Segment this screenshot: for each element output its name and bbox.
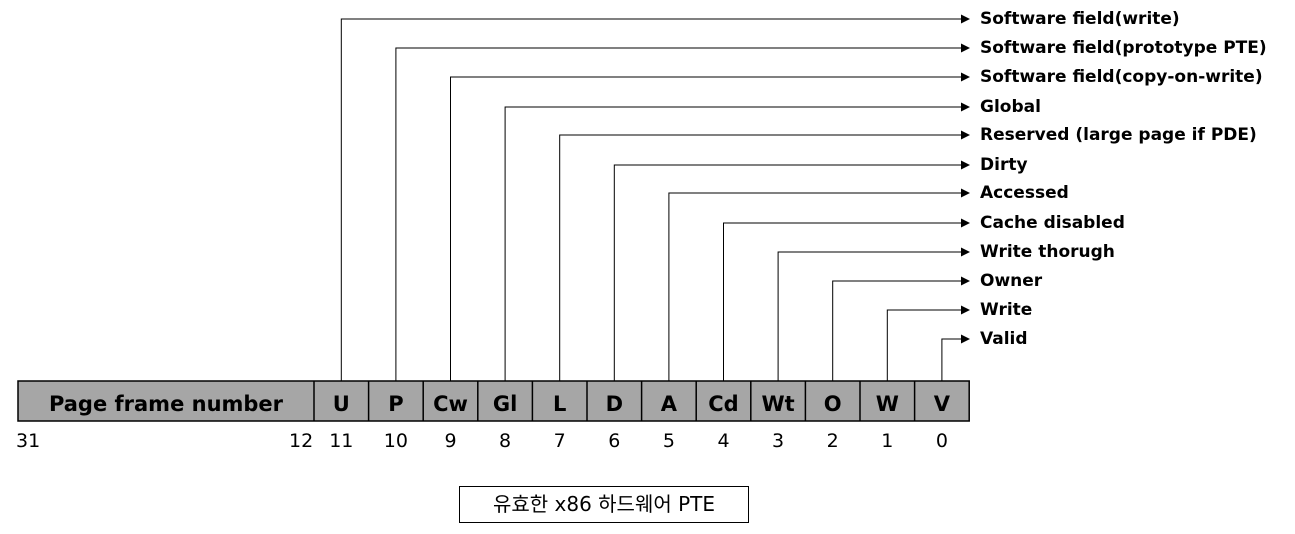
flag-desc-cw: Software field(copy-on-write) xyxy=(980,67,1263,87)
flag-desc-d: Dirty xyxy=(980,155,1028,175)
flag-bit-cw: 9 xyxy=(444,430,457,452)
connector-l xyxy=(559,134,962,381)
flag-abbr-v: V xyxy=(933,392,951,416)
flag-bit-v: 0 xyxy=(935,430,948,452)
flag-abbr-u: U xyxy=(332,392,350,416)
flag-desc-w: Write xyxy=(980,300,1033,320)
flag-desc-a: Accessed xyxy=(980,183,1069,203)
flag-abbr-p: P xyxy=(388,392,404,416)
connector-wt xyxy=(777,251,962,381)
flag-desc-u: Software field(write) xyxy=(980,9,1180,29)
arrowhead-u xyxy=(961,14,970,24)
flag-abbr-cw: Cw xyxy=(433,392,468,416)
flag-bit-gl: 8 xyxy=(499,430,512,452)
flag-bit-o: 2 xyxy=(826,430,839,452)
flag-bit-cd: 4 xyxy=(717,430,730,452)
flag-desc-v: Valid xyxy=(980,329,1028,349)
pfn-bit-low: 12 xyxy=(289,430,314,452)
flag-bit-wt: 3 xyxy=(772,430,785,452)
arrowhead-d xyxy=(961,160,970,170)
connector-v xyxy=(941,338,962,381)
flag-abbr-a: A xyxy=(660,392,678,416)
connector-w xyxy=(886,309,962,381)
flag-bit-u: 11 xyxy=(329,430,354,452)
connector-gl xyxy=(504,106,962,381)
flag-desc-p: Software field(prototype PTE) xyxy=(980,38,1267,58)
flag-abbr-cd: Cd xyxy=(708,392,739,416)
connector-u xyxy=(340,18,962,381)
flag-abbr-gl: Gl xyxy=(492,392,518,416)
arrowhead-l xyxy=(961,130,970,140)
page-frame-number-label: Page frame number xyxy=(48,392,284,416)
flag-abbr-w: W xyxy=(875,392,899,416)
flag-desc-cd: Cache disabled xyxy=(980,213,1125,233)
arrowhead-v xyxy=(961,334,970,344)
connector-o xyxy=(832,280,962,381)
arrowhead-w xyxy=(961,305,970,315)
flag-desc-wt: Write thorugh xyxy=(980,242,1115,262)
flag-abbr-d: D xyxy=(605,392,624,416)
flag-bit-w: 1 xyxy=(881,430,894,452)
flag-desc-l: Reserved (large page if PDE) xyxy=(980,125,1257,145)
flag-bit-l: 7 xyxy=(553,430,566,452)
arrowhead-gl xyxy=(961,102,970,112)
arrowhead-cw xyxy=(961,72,970,82)
connector-p xyxy=(395,47,962,381)
arrowhead-p xyxy=(961,43,970,53)
flag-bit-p: 10 xyxy=(383,430,408,452)
register-box xyxy=(17,380,970,422)
connector-a xyxy=(668,192,962,381)
flag-desc-o: Owner xyxy=(980,271,1043,291)
diagram-caption: 유효한 x86 하드웨어 PTE xyxy=(459,486,749,523)
flag-abbr-wt: Wt xyxy=(761,392,795,416)
flag-bit-a: 5 xyxy=(662,430,675,452)
arrowhead-cd xyxy=(961,218,970,228)
flag-abbr-o: O xyxy=(823,392,842,416)
pfn-bit-high: 31 xyxy=(16,430,41,452)
connector-cd xyxy=(723,222,962,381)
arrowhead-a xyxy=(961,188,970,198)
flag-bit-d: 6 xyxy=(608,430,621,452)
connector-cw xyxy=(450,76,962,381)
flag-abbr-l: L xyxy=(552,392,567,416)
arrowhead-o xyxy=(961,276,970,286)
connector-d xyxy=(613,164,962,381)
flag-desc-gl: Global xyxy=(980,97,1041,117)
arrowhead-wt xyxy=(961,247,970,257)
